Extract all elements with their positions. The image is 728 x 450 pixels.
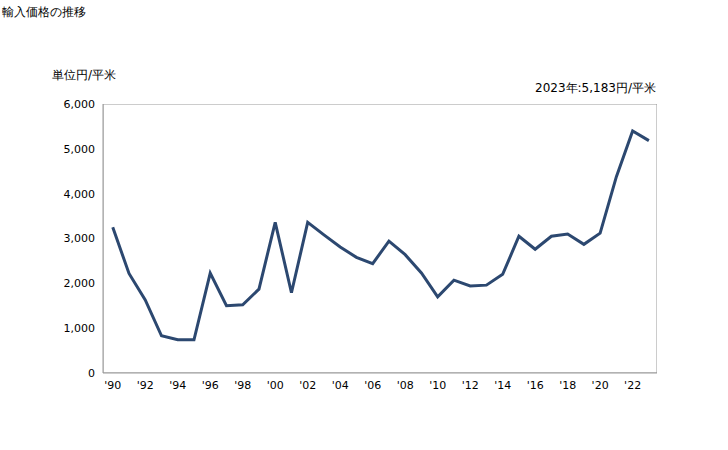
- html-text:輸入価格の推移: 輸入価格の推移: [2, 5, 86, 19]
- svg-text:'02: '02: [299, 379, 316, 392]
- svg-text:'16: '16: [527, 379, 544, 392]
- html-text:単位円/平米: 単位円/平米: [52, 68, 116, 82]
- svg-text:2,000: 2,000: [64, 277, 96, 290]
- svg-text:0: 0: [88, 367, 95, 380]
- svg-text:'14: '14: [494, 379, 511, 392]
- svg-text:6,000: 6,000: [64, 98, 96, 111]
- svg-text:1,000: 1,000: [64, 322, 96, 335]
- svg-text:'08: '08: [397, 379, 414, 392]
- svg-text:'92: '92: [137, 379, 154, 392]
- svg-text:'12: '12: [462, 379, 479, 392]
- svg-text:'06: '06: [364, 379, 381, 392]
- svg-text:'94: '94: [169, 379, 186, 392]
- svg-text:'04: '04: [332, 379, 349, 392]
- svg-text:'10: '10: [429, 379, 446, 392]
- svg-text:3,000: 3,000: [64, 232, 96, 245]
- svg-text:'00: '00: [267, 379, 284, 392]
- svg-text:'96: '96: [202, 379, 219, 392]
- svg-text:4,000: 4,000: [64, 188, 96, 201]
- svg-text:'98: '98: [234, 379, 251, 392]
- svg-text:'22: '22: [624, 379, 641, 392]
- svg-text:5,000: 5,000: [64, 143, 96, 156]
- svg-text:'20: '20: [592, 379, 609, 392]
- svg-text:'18: '18: [559, 379, 576, 392]
- svg-text:'90: '90: [104, 379, 121, 392]
- html-text:2023年:5,183円/平米: 2023年:5,183円/平米: [535, 81, 656, 95]
